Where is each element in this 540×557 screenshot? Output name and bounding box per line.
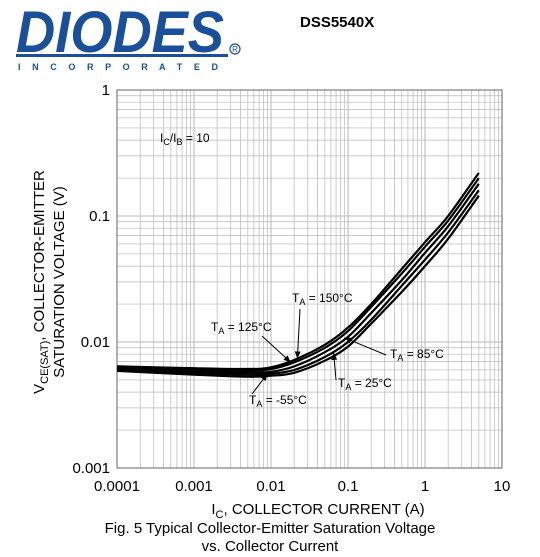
x-tick-label: 0.01 <box>256 478 285 495</box>
diodes-logo: DIODES I N C O R P O R A T E D R <box>16 2 241 72</box>
series-line-125c <box>116 177 480 373</box>
series-label: TA = 125°C <box>211 320 272 336</box>
plot-frame <box>116 89 503 469</box>
series-label: TA = 25°C <box>338 376 392 392</box>
logo-rule <box>16 54 228 57</box>
y-tick-label: 0.01 <box>81 334 110 351</box>
x-tick-label: 0.0001 <box>94 478 140 495</box>
y-axis-label-line2: SATURATION VOLTAGE (V) <box>51 186 68 377</box>
ic-ib-condition-label: IC/IB = 10 <box>160 131 210 147</box>
arrowhead-icon <box>283 355 291 363</box>
x-axis-label: IC, COLLECTOR CURRENT (A) <box>211 501 424 520</box>
figure-caption-line2: vs. Collector Current <box>201 538 339 555</box>
part-number: DSS5540X <box>300 14 375 31</box>
series-line-150c <box>116 172 480 371</box>
registered-mark-letter: R <box>232 45 238 54</box>
x-tick-label: 0.001 <box>175 478 213 495</box>
arrowhead-icon <box>331 352 338 361</box>
label-leader-line <box>296 308 301 359</box>
arrowhead-icon <box>344 337 353 344</box>
x-tick-label: 0.1 <box>338 478 359 495</box>
registered-mark-icon <box>229 43 241 55</box>
y-axis-label-line1: VCE(SAT), COLLECTOR-EMITTER <box>31 170 51 394</box>
series-labels: TA = 150°C TA = 125°C TA = 85°C TA = 25°C TA… <box>211 291 444 409</box>
x-tick-label: 1 <box>421 478 429 495</box>
series-label: TA = 150°C <box>292 291 353 307</box>
label-leader-line <box>344 337 387 356</box>
series-line-25c <box>116 189 480 376</box>
arrowhead-icon <box>260 373 268 382</box>
x-tick-label: 10 <box>494 478 511 495</box>
header: DIODES I N C O R P O R A T E D R DSS5540… <box>0 0 540 80</box>
series-label: TA = 85°C <box>390 347 444 363</box>
series-label: TA = -55°C <box>249 393 307 409</box>
figure-caption-line1: Fig. 5 Typical Collector-Emitter Saturat… <box>104 520 436 537</box>
y-tick-label: 0.1 <box>89 208 110 225</box>
series-line-85c <box>116 183 480 374</box>
series-layer <box>116 172 480 378</box>
y-tick-label: 1 <box>102 82 110 99</box>
series-line-minus55c <box>116 195 480 378</box>
y-tick-label: 0.001 <box>72 460 110 477</box>
grid <box>116 90 502 469</box>
arrowhead-icon <box>294 351 301 359</box>
